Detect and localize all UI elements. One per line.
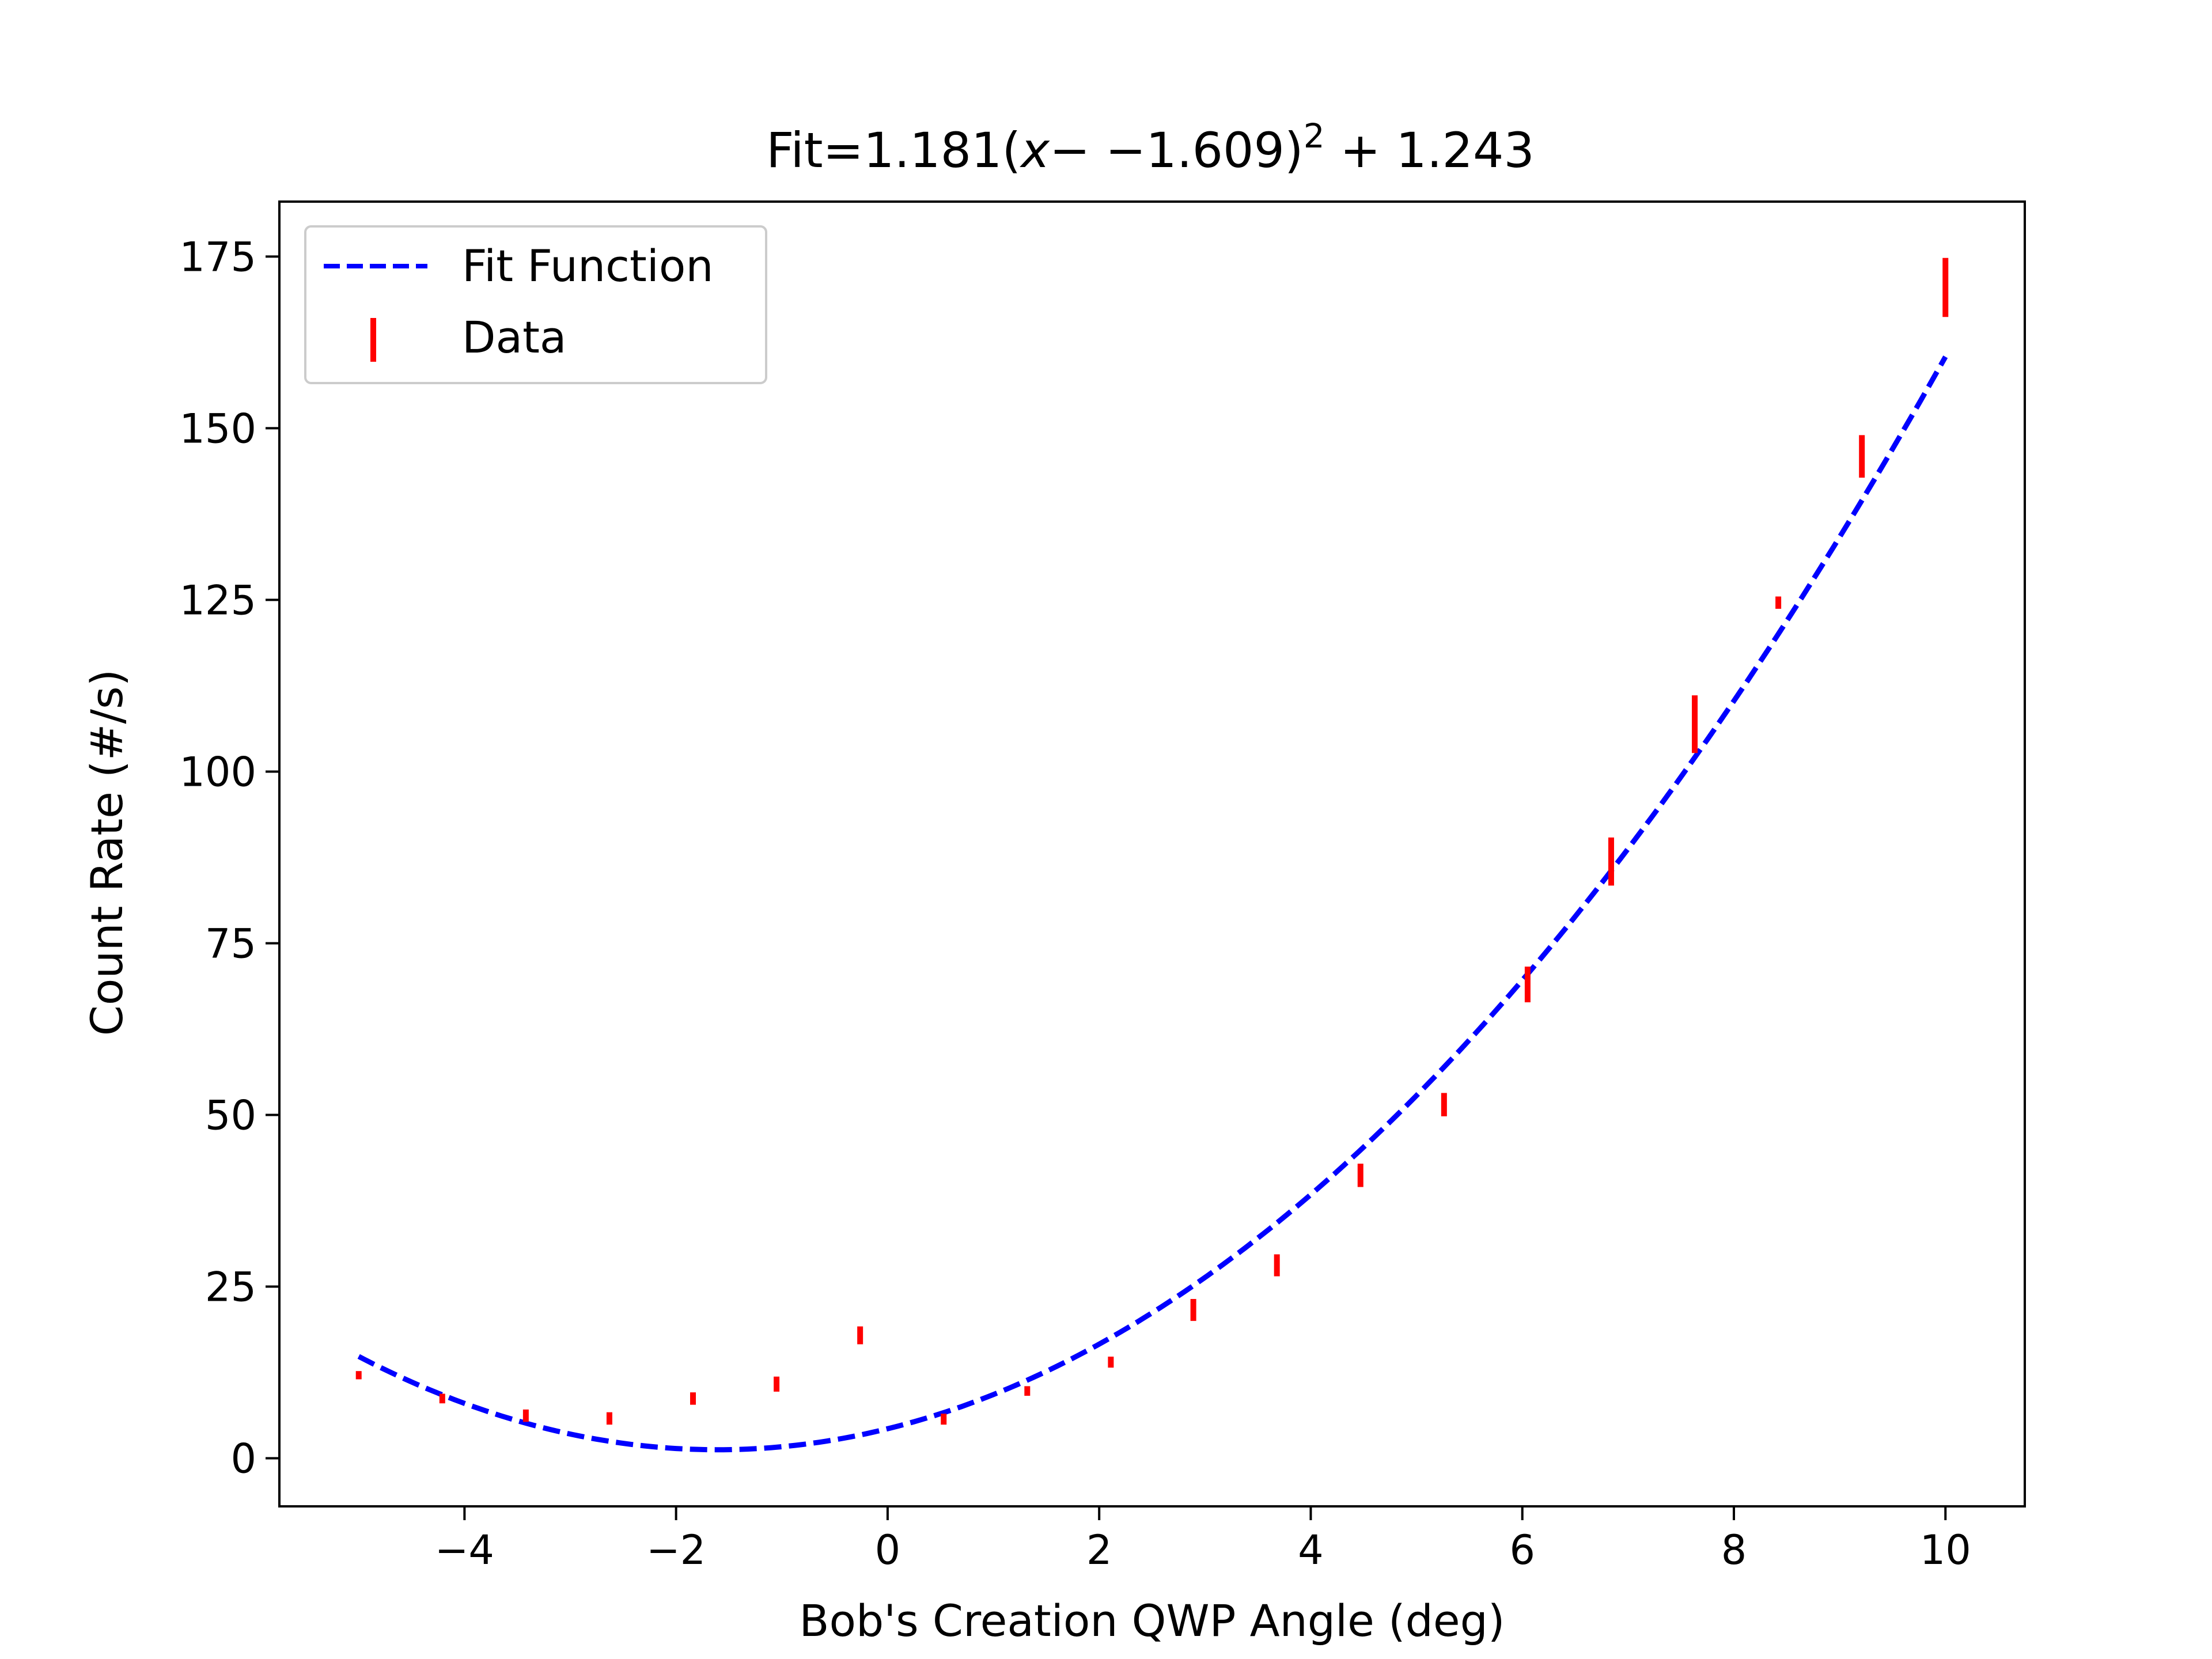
y-tick-label: 100: [179, 748, 256, 796]
x-axis-label: Bob's Creation QWP Angle (deg): [799, 1595, 1505, 1646]
x-tick-label: 0: [875, 1527, 901, 1574]
legend-fit-label: Fit Function: [462, 240, 714, 291]
y-tick-label: 0: [230, 1435, 256, 1483]
fit-layer: [357, 355, 1948, 1453]
y-tick-label: 50: [205, 1092, 256, 1139]
plot-area: [355, 257, 1949, 1453]
y-tick-label: 125: [179, 577, 256, 624]
x-tick-label: 2: [1086, 1527, 1112, 1574]
chart-title: Fit=1.181(x− −1.609)2 + 1.243: [766, 116, 1535, 179]
fit-curve: [357, 355, 1948, 1453]
x-tick-label: −2: [646, 1527, 706, 1574]
y-tick-label: 75: [205, 920, 256, 967]
y-tick-label: 25: [205, 1264, 256, 1311]
x-tick-label: 4: [1298, 1527, 1324, 1574]
x-tick-label: −4: [435, 1527, 494, 1574]
x-tick-label: 6: [1509, 1527, 1535, 1574]
axes-frame: [278, 200, 2026, 1508]
legend: Fit Function Data: [304, 225, 767, 384]
y-tick-label: 175: [179, 233, 256, 281]
y-tick-label: 150: [179, 405, 256, 452]
y-axis-ticks: 0 25 50 75 100 125 150 175: [179, 233, 279, 1483]
x-axis-ticks: −4 −2 0 2 4 6 8 10: [435, 1506, 1971, 1574]
y-axis-label: Count Rate (#/s): [81, 669, 132, 1036]
legend-data-label: Data: [462, 312, 566, 363]
x-tick-label: 10: [1920, 1527, 1971, 1574]
data-layer: [355, 257, 1949, 1425]
x-tick-label: 8: [1721, 1527, 1747, 1574]
